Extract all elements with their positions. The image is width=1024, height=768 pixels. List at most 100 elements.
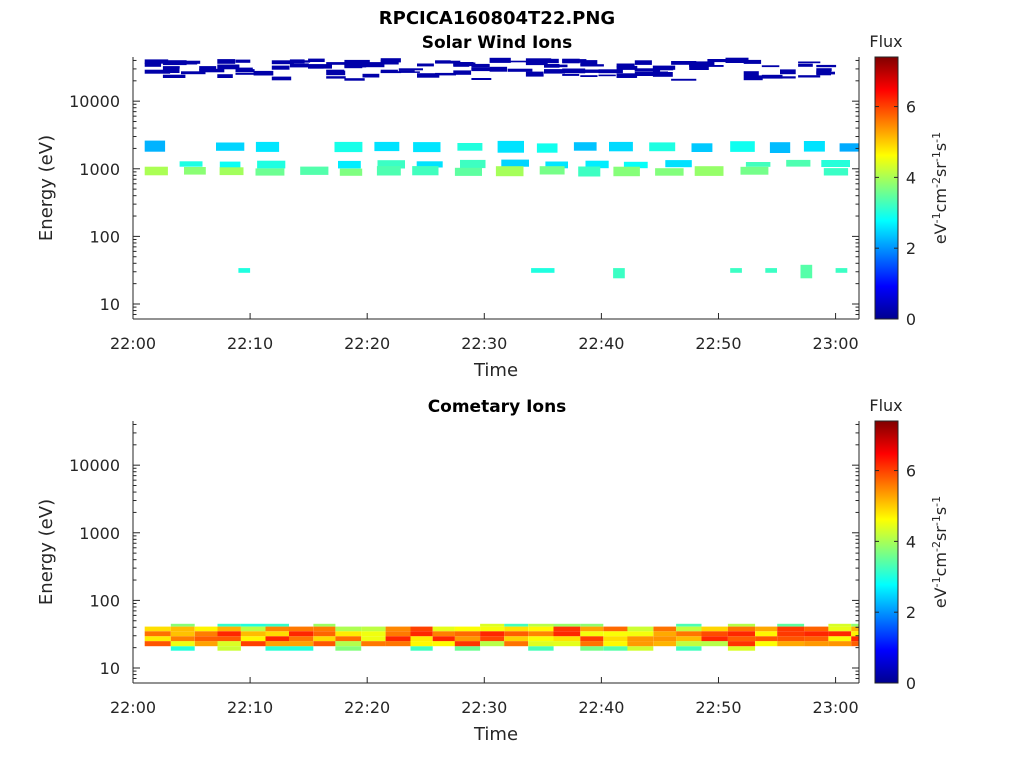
heatmap-cell bbox=[525, 58, 552, 63]
heatmap-cell bbox=[553, 626, 581, 632]
heatmap-cell bbox=[740, 166, 769, 175]
heatmap-cell bbox=[553, 641, 581, 647]
heatmap-cell bbox=[235, 59, 251, 63]
heatmap-cell bbox=[308, 58, 325, 62]
heatmap-cell bbox=[653, 636, 677, 642]
heatmap-cell bbox=[374, 141, 400, 152]
heatmap-cell bbox=[562, 58, 580, 64]
heatmap-cell bbox=[544, 64, 568, 68]
heatmap-cell bbox=[313, 641, 336, 647]
heatmap-cell bbox=[804, 626, 829, 632]
solar-wind-colorbar bbox=[874, 56, 899, 320]
heatmap-cell bbox=[780, 69, 796, 75]
heatmap-cell bbox=[627, 641, 654, 647]
heatmap-cell bbox=[162, 60, 187, 66]
colorbar-tick-label: 6 bbox=[906, 98, 916, 117]
heatmap-cell bbox=[627, 626, 654, 632]
heatmap-cell bbox=[326, 76, 346, 79]
heatmap-cell bbox=[828, 636, 852, 642]
heatmap-cell bbox=[471, 78, 492, 80]
heatmap-cell bbox=[798, 63, 813, 67]
heatmap-cell bbox=[457, 143, 483, 151]
heatmap-cell bbox=[701, 626, 728, 632]
heatmap-cell bbox=[823, 168, 849, 176]
heatmap-cell bbox=[585, 160, 609, 169]
heatmap-cell bbox=[580, 626, 604, 632]
heatmap-cell bbox=[339, 168, 363, 176]
heatmap-cell bbox=[361, 626, 386, 632]
heatmap-cell bbox=[170, 641, 195, 647]
heatmap-cell bbox=[676, 626, 702, 632]
panel-title-cometary: Cometary Ions bbox=[428, 397, 567, 417]
x-tick-label: 22:20 bbox=[344, 334, 390, 353]
heatmap-cell bbox=[217, 646, 241, 651]
heatmap-cell bbox=[240, 623, 266, 627]
heatmap-cell bbox=[265, 641, 289, 647]
heatmap-cell bbox=[613, 166, 640, 177]
heatmap-cell bbox=[454, 641, 481, 647]
x-tick-label: 22:10 bbox=[227, 698, 273, 717]
heatmap-cell bbox=[536, 143, 558, 153]
heatmap-cell bbox=[271, 60, 294, 65]
heatmap-cell bbox=[398, 68, 423, 71]
heatmap-cell bbox=[432, 631, 455, 637]
heatmap-cell bbox=[216, 142, 245, 151]
heatmap-cell bbox=[338, 160, 361, 169]
heatmap-cell bbox=[816, 64, 837, 68]
x-tick-label: 22:00 bbox=[110, 334, 156, 353]
heatmap-cell bbox=[217, 636, 241, 642]
heatmap-cell bbox=[528, 641, 554, 647]
heatmap-cell bbox=[313, 631, 336, 637]
heatmap-cell bbox=[265, 636, 289, 642]
heatmap-cell bbox=[691, 143, 713, 152]
heatmap-cell bbox=[181, 71, 206, 75]
heatmap-cell bbox=[199, 66, 217, 71]
heatmap-cell bbox=[313, 626, 336, 632]
heatmap-cell bbox=[828, 626, 852, 632]
heatmap-cell bbox=[313, 623, 336, 627]
heatmap-cell bbox=[653, 626, 677, 632]
heatmap-cell bbox=[727, 646, 756, 651]
heatmap-cell bbox=[786, 159, 811, 167]
heatmap-cell bbox=[743, 71, 759, 76]
heatmap-cell bbox=[761, 74, 783, 79]
heatmap-cell bbox=[471, 67, 493, 72]
heatmap-cell bbox=[194, 641, 218, 647]
heatmap-cell bbox=[528, 631, 554, 637]
heatmap-cell bbox=[144, 636, 171, 642]
heatmap-cell bbox=[573, 142, 597, 151]
heatmap-cell bbox=[435, 60, 461, 64]
heatmap-cell bbox=[777, 641, 805, 647]
heatmap-cell bbox=[265, 623, 289, 627]
heatmap-cell bbox=[454, 626, 481, 632]
heatmap-cell bbox=[501, 159, 529, 167]
solar-wind-xlabel: Time bbox=[473, 360, 518, 381]
colorbar-tick-label: 0 bbox=[906, 674, 916, 693]
heatmap-cell bbox=[528, 626, 554, 632]
heatmap-cell bbox=[144, 641, 171, 647]
heatmap-cell bbox=[271, 76, 292, 81]
heatmap-cell bbox=[765, 268, 777, 273]
heatmap-cell bbox=[580, 636, 604, 642]
heatmap-cell bbox=[689, 62, 711, 65]
heatmap-cell bbox=[755, 626, 778, 632]
heatmap-cell bbox=[531, 268, 555, 273]
heatmap-cell bbox=[289, 646, 314, 651]
x-tick-label: 22:40 bbox=[578, 698, 624, 717]
solar-wind-axes: 22:00 22:10 22:20 22:30 22:40 22:50 23:00 10 100… bbox=[69, 57, 860, 353]
heatmap-cell bbox=[504, 631, 529, 637]
figure-title: RPCICA160804T22.PNG bbox=[379, 8, 615, 29]
heatmap-cell bbox=[544, 58, 559, 64]
heatmap-cell bbox=[289, 626, 314, 632]
heatmap-cell bbox=[828, 623, 852, 627]
heatmap-cell bbox=[376, 166, 401, 176]
heatmap-cell bbox=[616, 63, 635, 68]
y-tick-label: 1000 bbox=[79, 524, 120, 543]
heatmap-cell bbox=[727, 623, 756, 627]
colorbar-tick-label: 6 bbox=[906, 462, 916, 481]
heatmap-cell bbox=[525, 71, 544, 77]
heatmap-cell bbox=[745, 162, 771, 167]
cometary-colorbar bbox=[874, 420, 899, 684]
heatmap-cell bbox=[495, 166, 524, 177]
